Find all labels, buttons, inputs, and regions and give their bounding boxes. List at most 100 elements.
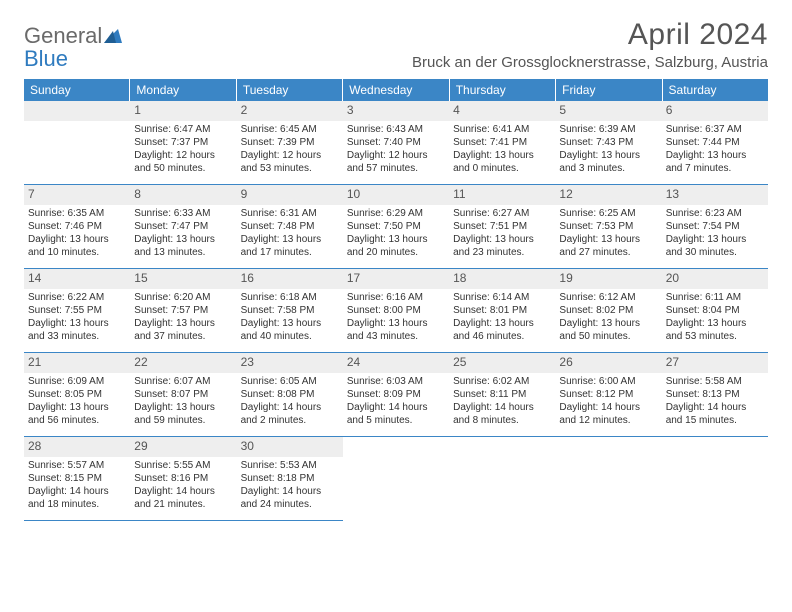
- daylight-line: and 43 minutes.: [347, 330, 445, 343]
- daylight-line: Daylight: 13 hours: [453, 149, 551, 162]
- day-number-strip: 10: [343, 185, 449, 205]
- sunrise-line: Sunrise: 5:53 AM: [241, 459, 339, 472]
- month-title: April 2024: [412, 18, 768, 52]
- week-row: 14Sunrise: 6:22 AMSunset: 7:55 PMDayligh…: [24, 269, 768, 353]
- day-number: 12: [559, 187, 657, 203]
- day-number-strip: 25: [449, 353, 555, 373]
- sunrise-line: Sunrise: 6:33 AM: [134, 207, 232, 220]
- day-number-strip: 12: [555, 185, 661, 205]
- sunrise-line: Sunrise: 5:55 AM: [134, 459, 232, 472]
- daylight-line: and 12 minutes.: [559, 414, 657, 427]
- daylight-line: and 50 minutes.: [559, 330, 657, 343]
- daylight-line: and 3 minutes.: [559, 162, 657, 175]
- day-cell: 26Sunrise: 6:00 AMSunset: 8:12 PMDayligh…: [555, 353, 661, 437]
- sunrise-line: Sunrise: 5:57 AM: [28, 459, 126, 472]
- day-cell: 12Sunrise: 6:25 AMSunset: 7:53 PMDayligh…: [555, 185, 661, 269]
- day-number: 7: [28, 187, 126, 203]
- day-number-strip: [555, 437, 661, 457]
- day-number-strip: 16: [237, 269, 343, 289]
- day-number-strip: 26: [555, 353, 661, 373]
- day-number-strip: 30: [237, 437, 343, 457]
- week-row: 1Sunrise: 6:47 AMSunset: 7:37 PMDaylight…: [24, 101, 768, 185]
- day-cell: 23Sunrise: 6:05 AMSunset: 8:08 PMDayligh…: [237, 353, 343, 437]
- sunset-line: Sunset: 7:44 PM: [666, 136, 764, 149]
- sunset-line: Sunset: 7:58 PM: [241, 304, 339, 317]
- weekday-thursday: Thursday: [450, 79, 556, 101]
- day-number-strip: 9: [237, 185, 343, 205]
- daylight-line: Daylight: 14 hours: [347, 401, 445, 414]
- sunrise-line: Sunrise: 6:09 AM: [28, 375, 126, 388]
- daylight-line: Daylight: 13 hours: [28, 401, 126, 414]
- day-number-strip: 14: [24, 269, 130, 289]
- day-number: 22: [134, 355, 232, 371]
- sunrise-line: Sunrise: 6:43 AM: [347, 123, 445, 136]
- day-number: [666, 439, 764, 455]
- sunset-line: Sunset: 7:48 PM: [241, 220, 339, 233]
- daylight-line: Daylight: 13 hours: [559, 233, 657, 246]
- daylight-line: and 13 minutes.: [134, 246, 232, 259]
- sunrise-line: Sunrise: 6:00 AM: [559, 375, 657, 388]
- day-cell: 21Sunrise: 6:09 AMSunset: 8:05 PMDayligh…: [24, 353, 130, 437]
- sunrise-line: Sunrise: 6:07 AM: [134, 375, 232, 388]
- sunrise-line: Sunrise: 6:41 AM: [453, 123, 551, 136]
- day-cell: [555, 437, 661, 521]
- day-cell: 13Sunrise: 6:23 AMSunset: 7:54 PMDayligh…: [662, 185, 768, 269]
- title-block: April 2024 Bruck an der Grossglocknerstr…: [412, 18, 768, 71]
- daylight-line: Daylight: 13 hours: [28, 233, 126, 246]
- daylight-line: Daylight: 13 hours: [559, 317, 657, 330]
- day-number: 11: [453, 187, 551, 203]
- sunset-line: Sunset: 8:12 PM: [559, 388, 657, 401]
- sunset-line: Sunset: 8:05 PM: [28, 388, 126, 401]
- day-number: 9: [241, 187, 339, 203]
- daylight-line: Daylight: 13 hours: [347, 317, 445, 330]
- day-number-strip: 3: [343, 101, 449, 121]
- daylight-line: and 10 minutes.: [28, 246, 126, 259]
- day-cell: 22Sunrise: 6:07 AMSunset: 8:07 PMDayligh…: [130, 353, 236, 437]
- weekday-sunday: Sunday: [24, 79, 130, 101]
- day-cell: 1Sunrise: 6:47 AMSunset: 7:37 PMDaylight…: [130, 101, 236, 185]
- day-number-strip: 7: [24, 185, 130, 205]
- day-number: 30: [241, 439, 339, 455]
- sunset-line: Sunset: 7:54 PM: [666, 220, 764, 233]
- sunrise-line: Sunrise: 6:18 AM: [241, 291, 339, 304]
- daylight-line: Daylight: 13 hours: [453, 233, 551, 246]
- daylight-line: and 57 minutes.: [347, 162, 445, 175]
- day-number-strip: 17: [343, 269, 449, 289]
- day-number-strip: [662, 437, 768, 457]
- day-number: 13: [666, 187, 764, 203]
- sunrise-line: Sunrise: 6:47 AM: [134, 123, 232, 136]
- sunset-line: Sunset: 8:15 PM: [28, 472, 126, 485]
- sunset-line: Sunset: 7:46 PM: [28, 220, 126, 233]
- sunset-line: Sunset: 8:13 PM: [666, 388, 764, 401]
- day-cell: 7 Sunrise: 6:35 AMSunset: 7:46 PMDaylight…: [24, 185, 130, 269]
- weekday-monday: Monday: [130, 79, 236, 101]
- day-number: 27: [666, 355, 764, 371]
- daylight-line: and 33 minutes.: [28, 330, 126, 343]
- sunrise-line: Sunrise: 5:58 AM: [666, 375, 764, 388]
- sunrise-line: Sunrise: 6:39 AM: [559, 123, 657, 136]
- day-cell: 25Sunrise: 6:02 AMSunset: 8:11 PMDayligh…: [449, 353, 555, 437]
- sunrise-line: Sunrise: 6:35 AM: [28, 207, 126, 220]
- day-cell: 11Sunrise: 6:27 AMSunset: 7:51 PMDayligh…: [449, 185, 555, 269]
- day-number-strip: 8: [130, 185, 236, 205]
- day-cell: [449, 437, 555, 521]
- daylight-line: and 17 minutes.: [241, 246, 339, 259]
- sunset-line: Sunset: 8:01 PM: [453, 304, 551, 317]
- sunset-line: Sunset: 8:09 PM: [347, 388, 445, 401]
- calendar-grid: Sunday Monday Tuesday Wednesday Thursday…: [24, 79, 768, 521]
- day-number: [559, 439, 657, 455]
- logo-text-1: General: [24, 23, 102, 48]
- daylight-line: and 18 minutes.: [28, 498, 126, 511]
- daylight-line: Daylight: 14 hours: [453, 401, 551, 414]
- sunrise-line: Sunrise: 6:12 AM: [559, 291, 657, 304]
- day-cell: 14Sunrise: 6:22 AMSunset: 7:55 PMDayligh…: [24, 269, 130, 353]
- day-number-strip: 29: [130, 437, 236, 457]
- day-number: 2: [241, 103, 339, 119]
- week-row: 21Sunrise: 6:09 AMSunset: 8:05 PMDayligh…: [24, 353, 768, 437]
- daylight-line: and 46 minutes.: [453, 330, 551, 343]
- daylight-line: and 30 minutes.: [666, 246, 764, 259]
- weekday-saturday: Saturday: [663, 79, 768, 101]
- logo: GeneralBlue: [24, 18, 123, 70]
- day-number: 1: [134, 103, 232, 119]
- day-number-strip: 24: [343, 353, 449, 373]
